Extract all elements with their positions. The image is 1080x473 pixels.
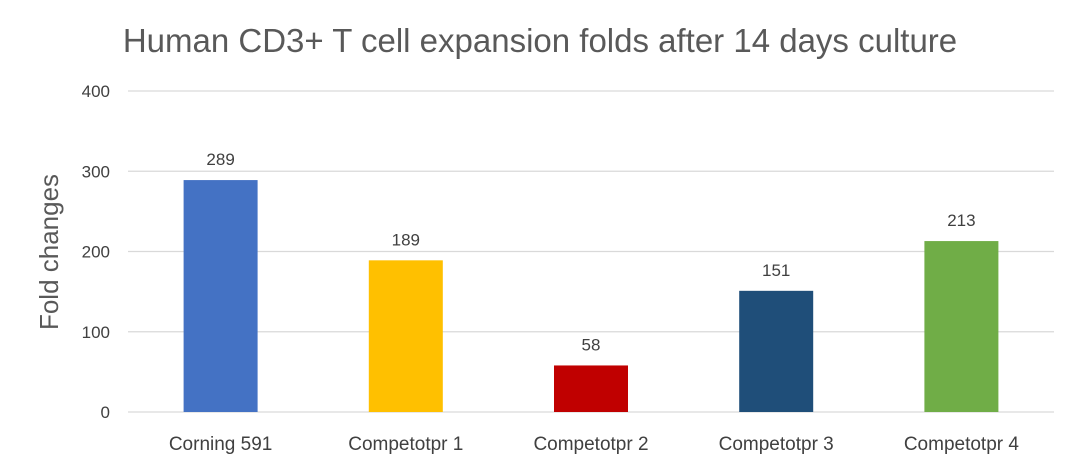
bar — [368, 260, 443, 412]
data-label: 213 — [947, 211, 975, 230]
bar — [924, 241, 999, 412]
y-axis-label: Fold changes — [34, 174, 64, 330]
x-tick-label: Corning 591 — [169, 434, 273, 455]
bar — [554, 365, 628, 412]
x-tick-label: Competotpr 4 — [904, 434, 1020, 455]
y-tick-label: 300 — [82, 162, 110, 181]
chart-title: Human CD3+ T cell expansion folds after … — [122, 22, 958, 59]
bar — [183, 180, 258, 412]
bar — [739, 290, 814, 412]
y-tick-label: 0 — [101, 403, 110, 422]
y-tick-label: 100 — [82, 323, 110, 342]
y-tick-label: 200 — [82, 243, 110, 262]
x-tick-label: Competotpr 3 — [719, 434, 834, 455]
data-label: 289 — [206, 150, 234, 169]
x-tick-label: Competotpr 1 — [348, 434, 463, 455]
data-label: 58 — [582, 335, 601, 354]
data-label: 151 — [762, 261, 790, 280]
data-label: 189 — [392, 230, 420, 249]
x-tick-label: Competotpr 2 — [533, 434, 648, 455]
y-tick-label: 400 — [82, 82, 110, 101]
